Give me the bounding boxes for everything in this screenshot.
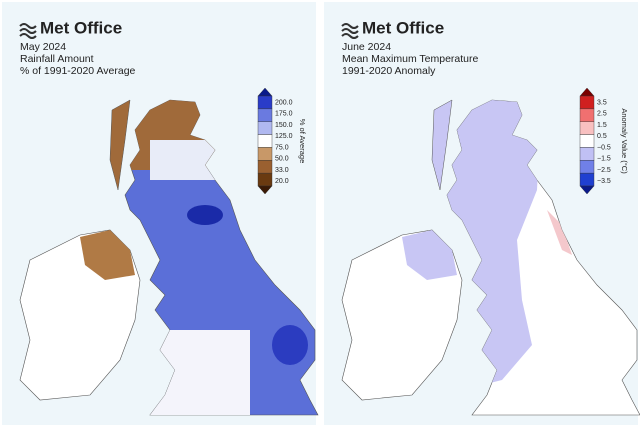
colorbar-segment (579, 108, 595, 122)
colorbar-label: 0.5 (597, 133, 607, 140)
wet-area (187, 205, 223, 225)
title-line: 1991-2020 Anomaly (342, 65, 436, 77)
colorbar-segment (257, 95, 273, 110)
colorbar-label: 50.0 (275, 156, 289, 163)
title-line: Mean Maximum Temperature (342, 53, 479, 65)
colorbar-segment (579, 121, 595, 135)
colorbar-label: −0.5 (597, 144, 611, 151)
islands (431, 99, 453, 191)
colorbar-axis-label: Anomaly Value (°C) (620, 108, 629, 174)
colorbar-segment (579, 160, 595, 174)
logo-icon (341, 23, 359, 39)
colorbar-axis-label: % of Average (298, 119, 307, 163)
title-line: Rainfall Amount (20, 53, 94, 65)
islands (109, 99, 131, 191)
colorbar-segment (257, 121, 273, 135)
colorbar-segment (579, 134, 595, 148)
northern-ireland (80, 230, 135, 280)
colorbar-end (579, 185, 595, 195)
panel-temperature (324, 2, 640, 425)
colorbar-segment (579, 172, 595, 187)
warm-anomaly (547, 210, 572, 255)
colorbar-label: 175.0 (275, 111, 293, 118)
colorbar-label: 1.5 (597, 122, 607, 129)
title-line: June 2024 (342, 41, 391, 53)
colorbar-label: 3.5 (597, 99, 607, 106)
colorbar-label: −3.5 (597, 178, 611, 185)
colorbar-label: 2.5 (597, 111, 607, 118)
colorbar-label: 200.0 (275, 99, 293, 106)
colorbar-end (257, 185, 273, 195)
panel-rainfall (2, 2, 319, 425)
colorbar-segment (579, 147, 595, 161)
wet-area (272, 325, 308, 365)
colorbar-segment (257, 147, 273, 161)
colorbar-segment (257, 108, 273, 122)
colorbar-label: 33.0 (275, 167, 289, 174)
colorbar-label: 125.0 (275, 133, 293, 140)
colorbar-segment (257, 134, 273, 148)
colorbar-segment (257, 160, 273, 174)
title-line: % of 1991-2020 Average (20, 65, 136, 77)
logo: Met Office (362, 18, 444, 37)
colorbar-segment (257, 172, 273, 187)
title-line: May 2024 (20, 41, 66, 53)
logo: Met Office (40, 18, 122, 37)
colorbar-label: 75.0 (275, 144, 289, 151)
northern-ireland (402, 230, 457, 280)
colorbar-label: 150.0 (275, 122, 293, 129)
logo-icon (19, 23, 37, 39)
colorbar-label: −1.5 (597, 156, 611, 163)
colorbar-segment (579, 95, 595, 110)
colorbar-label: 20.0 (275, 178, 289, 185)
colorbar-label: −2.5 (597, 167, 611, 174)
